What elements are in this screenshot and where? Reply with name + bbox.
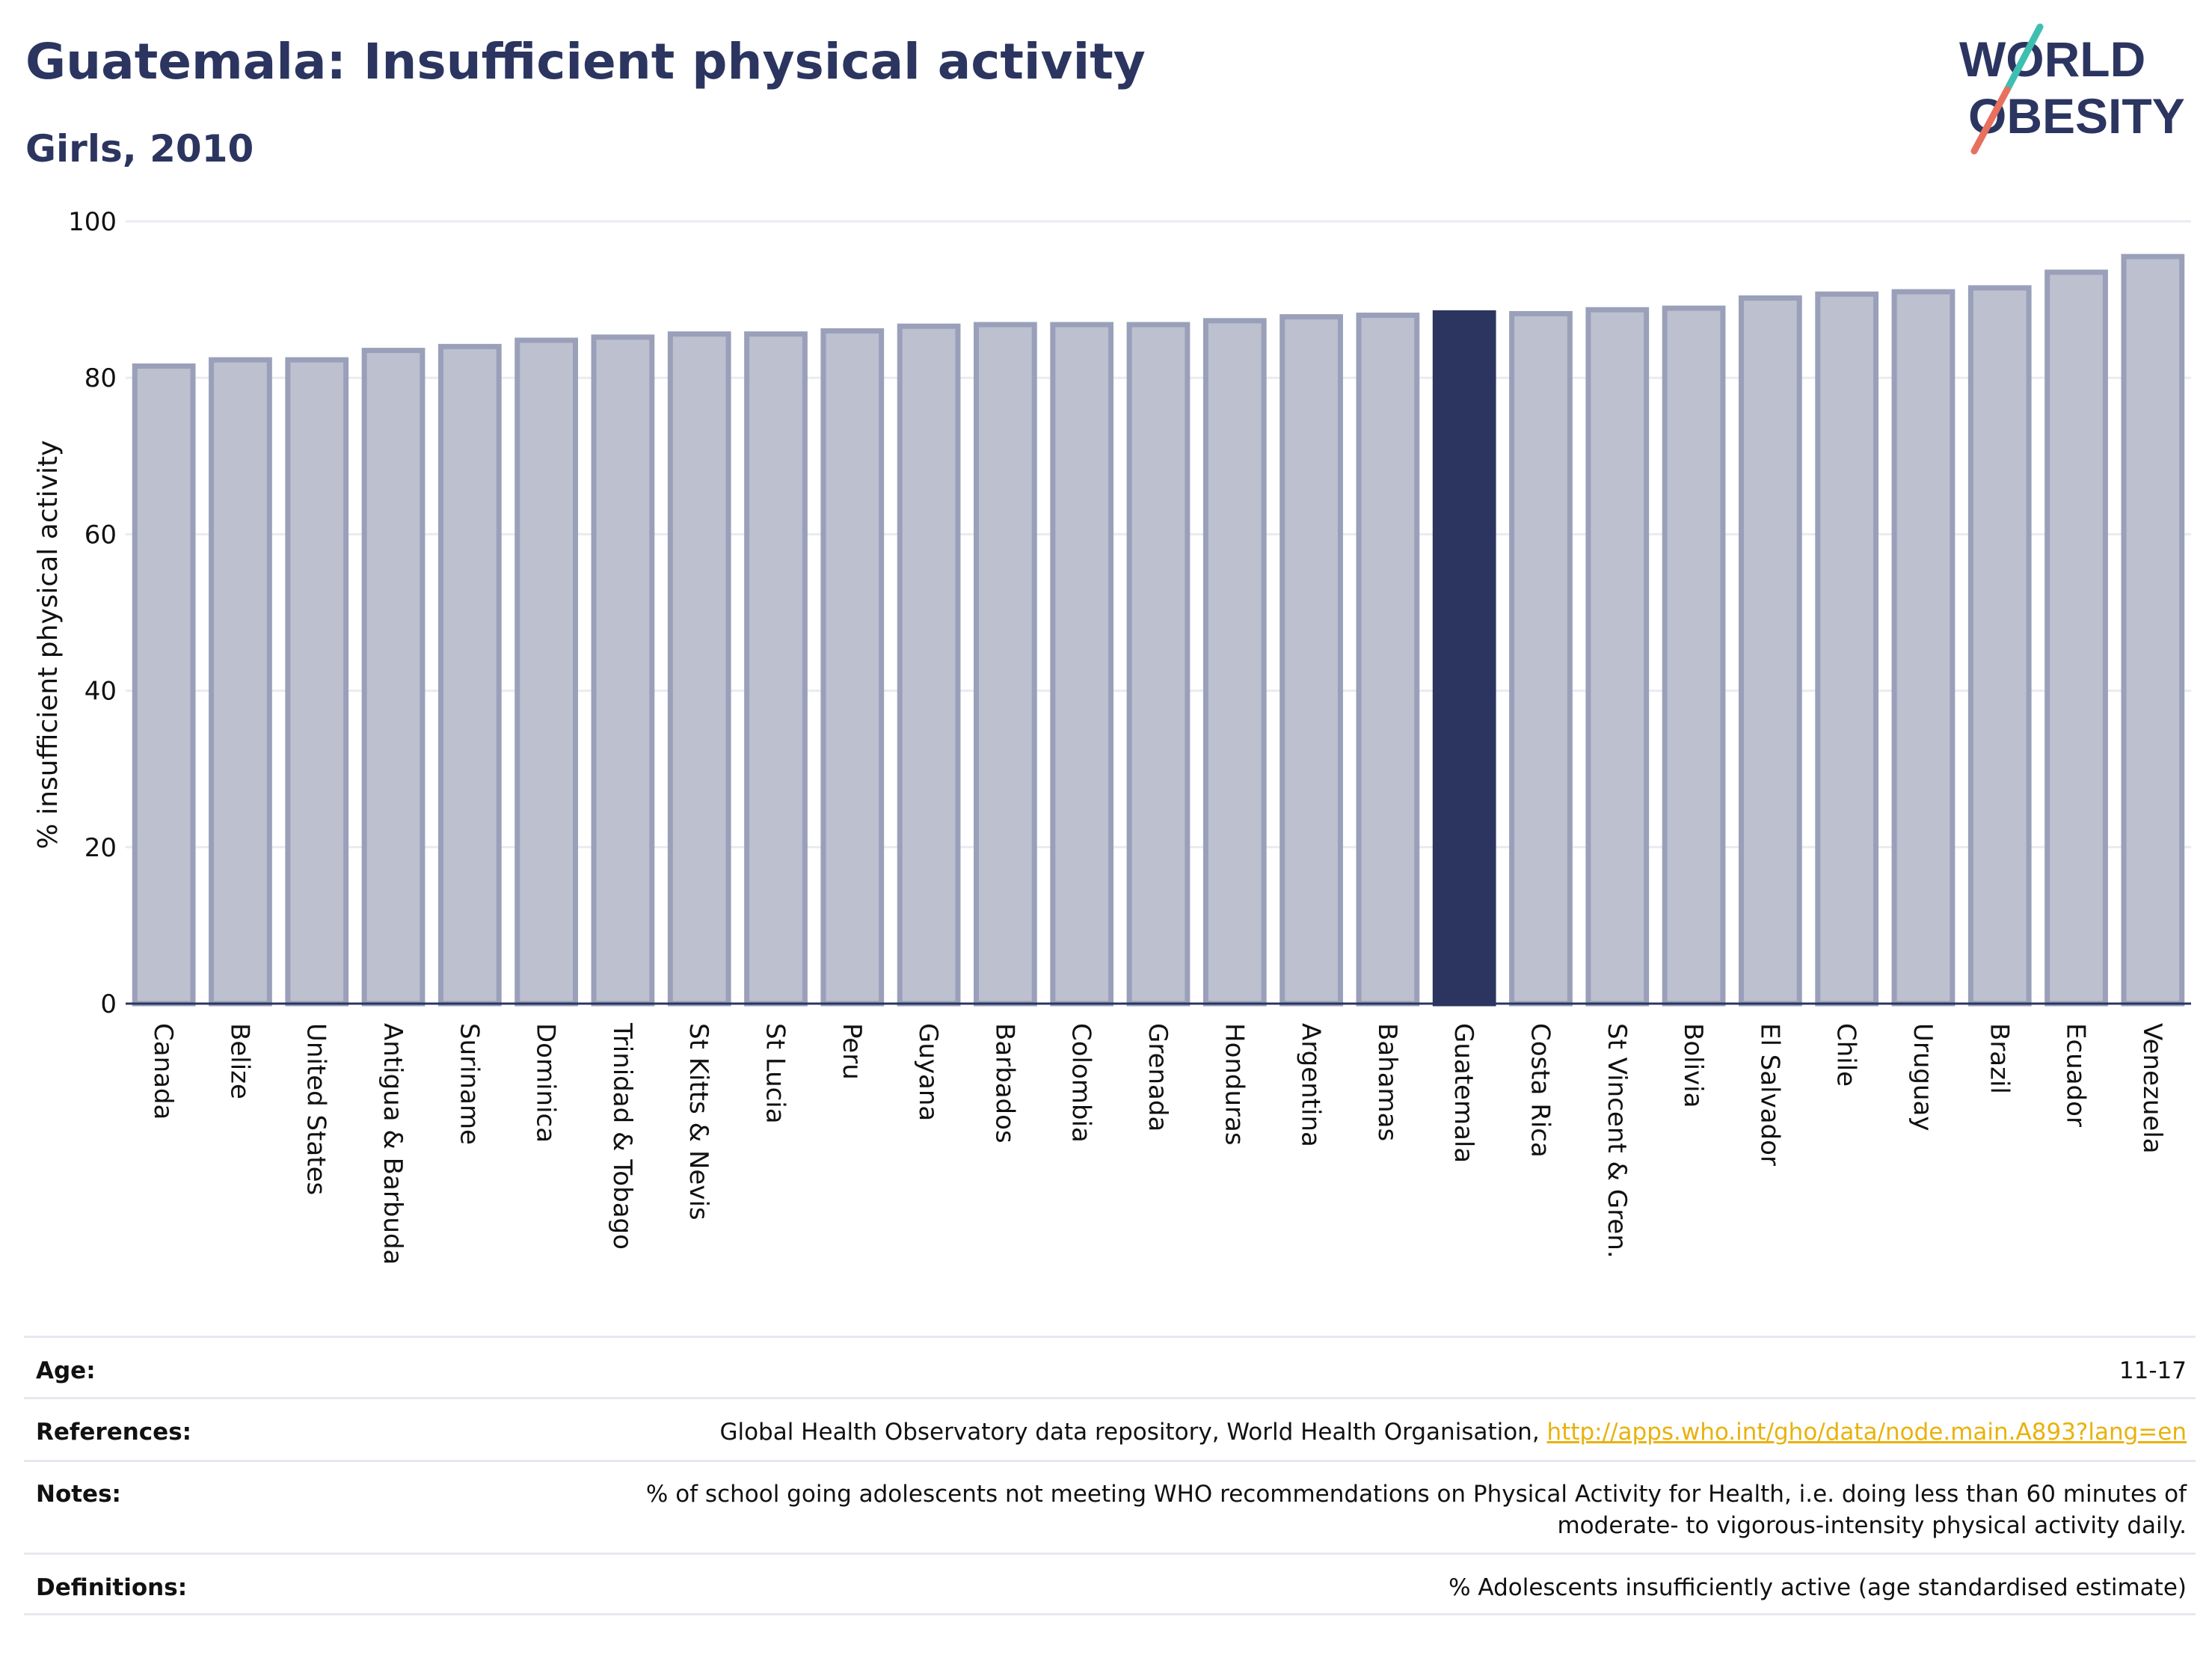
bar-trinidad-tobago — [591, 334, 655, 1007]
definitions-value: % Adolescents insufficiently active (age… — [1448, 1574, 2187, 1601]
bar-venezuela — [2121, 254, 2185, 1007]
x-tick-label: Uruguay — [1908, 1023, 1938, 1132]
info-row-notes: Notes: % of school going adolescents not… — [24, 1460, 2196, 1553]
y-tick-label: 20 — [85, 833, 117, 863]
x-tick-label: Bahamas — [1372, 1023, 1402, 1141]
bar-honduras — [1202, 318, 1267, 1007]
bar-grenada — [1126, 322, 1191, 1007]
bars — [132, 254, 2185, 1007]
x-tick-label: Ecuador — [2061, 1023, 2091, 1127]
bar-uruguay — [1891, 289, 1956, 1007]
bar-st-vincent-gren- — [1585, 307, 1650, 1007]
chart-subtitle: Girls, 2010 — [25, 127, 254, 171]
x-tick-label: Barbados — [989, 1023, 1019, 1143]
bar-el-salvador — [1738, 295, 1802, 1007]
age-value: 11-17 — [2119, 1357, 2187, 1384]
y-tick-label: 0 — [100, 989, 117, 1019]
bar-barbados — [974, 322, 1037, 1007]
logo-slash-teal — [2003, 23, 2044, 93]
bar-peru — [820, 328, 885, 1007]
y-tick-label: 80 — [85, 363, 117, 393]
x-tick-label: United States — [301, 1023, 331, 1195]
x-tick-label: Chile — [1831, 1023, 1861, 1087]
bar-colombia — [1050, 322, 1114, 1007]
bar-belize — [209, 357, 272, 1007]
x-tick-label: Trinidad & Tobago — [607, 1022, 637, 1250]
x-tick-label: Suriname — [454, 1023, 484, 1145]
x-tick-label: Grenada — [1143, 1023, 1173, 1132]
bar-argentina — [1279, 314, 1343, 1007]
bar-brazil — [1967, 285, 2032, 1007]
x-tick-label: Bolivia — [1678, 1023, 1708, 1108]
notes-label: Notes: — [36, 1481, 121, 1508]
x-tick-label: Belize — [224, 1023, 254, 1099]
x-tick-label: Honduras — [1219, 1023, 1249, 1146]
bar-bahamas — [1356, 313, 1420, 1007]
bar-dominica — [514, 337, 579, 1007]
bar-united-states — [285, 357, 349, 1007]
x-tick-label: St Kitts & Nevis — [683, 1023, 713, 1220]
references-value: Global Health Observatory data repositor… — [719, 1419, 2196, 1446]
x-tick-label: Dominica — [531, 1023, 561, 1143]
x-tick-label: Costa Rica — [1525, 1023, 1555, 1158]
x-tick-label: Brazil — [1984, 1023, 2014, 1094]
info-row-references: References: Global Health Observatory da… — [24, 1397, 2196, 1460]
bar-chile — [1815, 291, 1879, 1007]
x-tick-label: Antigua & Barbuda — [378, 1023, 408, 1265]
logo-slash-red — [1970, 86, 2011, 155]
world-obesity-logo: WORLD OBESITY — [1959, 23, 2185, 155]
x-tick-label: St Lucia — [761, 1023, 790, 1124]
references-link[interactable]: http://apps.who.int/gho/data/node.main.A… — [1546, 1419, 2187, 1446]
x-tick-label: El Salvador — [1754, 1023, 1784, 1166]
bar-chart: 0 20 40 60 80 100 Canada Belize United States Ant… — [33, 207, 2191, 1265]
x-tick-label: Argentina — [1296, 1023, 1326, 1147]
x-tick-label: Colombia — [1066, 1023, 1096, 1143]
bar-suriname — [437, 343, 502, 1007]
bar-costa-rica — [1509, 310, 1573, 1007]
y-tick-label: 40 — [85, 677, 117, 707]
bar-guatemala — [1432, 310, 1496, 1007]
y-axis-label: % insufficient physical activity — [33, 440, 64, 850]
x-tick-label: Guyana — [913, 1023, 943, 1121]
x-tick-label: Canada — [148, 1023, 178, 1120]
bar-ecuador — [2044, 269, 2108, 1007]
x-tick-label: Venezuela — [2137, 1023, 2167, 1154]
y-tick-label: 100 — [68, 207, 117, 237]
info-table: Age: 11-17 References: Global Health Obs… — [24, 1336, 2196, 1615]
definitions-label: Definitions: — [36, 1574, 188, 1601]
bar-guyana — [897, 323, 961, 1007]
x-tick-label: Peru — [837, 1023, 867, 1080]
info-row-age: Age: 11-17 — [24, 1336, 2196, 1397]
bar-antigua-barbuda — [361, 348, 425, 1007]
bar-st-lucia — [744, 331, 808, 1007]
bar-st-kitts-nevis — [667, 331, 731, 1007]
logo-line1: WORLD — [1959, 31, 2145, 87]
x-tick-label: St Vincent & Gren. — [1602, 1023, 1632, 1259]
references-text: Global Health Observatory data repositor… — [719, 1419, 1547, 1446]
bar-bolivia — [1662, 305, 1726, 1007]
chart-title: Guatemala: Insufficient physical activit… — [25, 33, 1146, 90]
y-tick-label: 60 — [85, 520, 117, 550]
references-label: References: — [36, 1419, 192, 1446]
bar-canada — [132, 363, 196, 1007]
x-tick-label: Guatemala — [1448, 1023, 1478, 1163]
notes-value: % of school going adolescents not meetin… — [645, 1481, 2187, 1539]
axes: 0 20 40 60 80 100 Canada Belize United States Ant… — [68, 207, 2191, 1265]
age-label: Age: — [36, 1357, 96, 1384]
info-row-definitions: Definitions: % Adolescents insufficientl… — [24, 1553, 2196, 1615]
